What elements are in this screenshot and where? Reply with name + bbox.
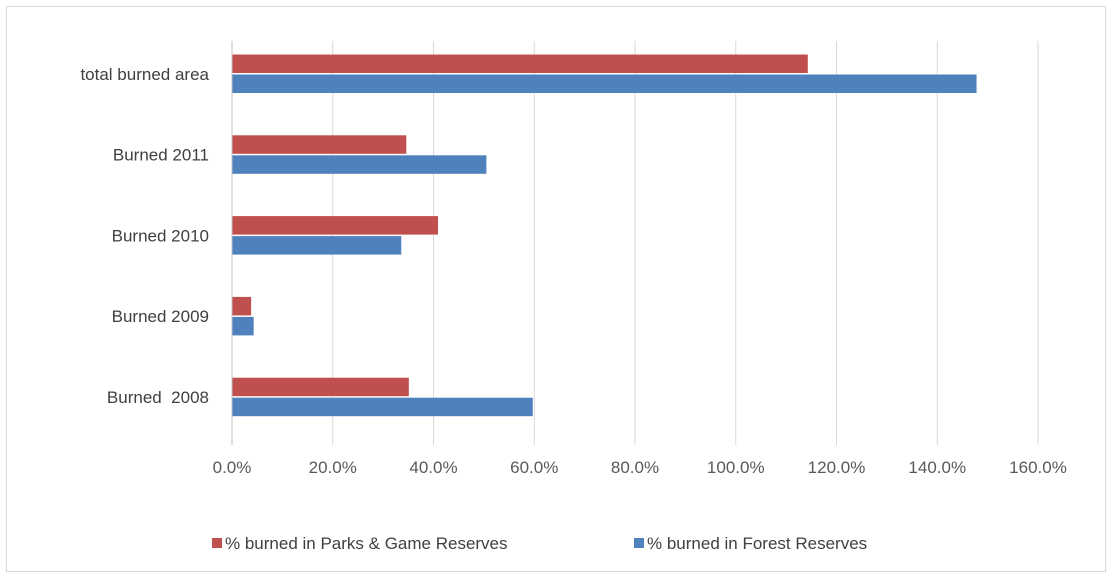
x-tick-label: 20.0% <box>309 458 357 477</box>
legend-label: % burned in Parks & Game Reserves <box>225 534 508 553</box>
legend-label: % burned in Forest Reserves <box>647 534 867 553</box>
legend: % burned in Parks & Game Reserves % burne… <box>212 534 867 553</box>
bar-forest <box>232 155 487 174</box>
category-label: Burned 2010 <box>112 226 209 245</box>
category-labels: total burned area Burned 2011 Burned 2010 B… <box>80 65 209 407</box>
bars <box>232 54 977 417</box>
category-label: Burned 2008 <box>107 388 209 407</box>
bar-forest <box>232 74 977 93</box>
category-label: Burned 2011 <box>113 146 209 165</box>
bar-parks <box>232 135 407 154</box>
legend-swatch <box>634 538 644 548</box>
x-tick-label: 0.0% <box>213 458 252 477</box>
bar-forest <box>232 397 533 417</box>
x-tick-label: 100.0% <box>707 458 765 477</box>
x-tick-label: 140.0% <box>908 458 966 477</box>
x-tick-label: 80.0% <box>611 458 659 477</box>
chart-frame: total burned area Burned 2011 Burned 2010 B… <box>6 6 1106 572</box>
gridlines <box>332 41 1039 445</box>
x-tick-label: 60.0% <box>510 458 558 477</box>
bar-forest <box>232 236 402 255</box>
legend-item: % burned in Forest Reserves <box>634 534 867 553</box>
legend-swatch <box>212 538 222 548</box>
bar-parks <box>232 296 252 316</box>
bar-forest <box>232 316 254 336</box>
bar-chart: total burned area Burned 2011 Burned 2010 B… <box>80 41 1067 553</box>
bar-parks <box>232 216 439 235</box>
x-tick-labels: 0.0% 20.0% 40.0% 60.0% 80.0% 100.0% 120.0% 140.… <box>213 458 1067 477</box>
category-label: total burned area <box>80 65 209 84</box>
bar-parks <box>232 377 409 397</box>
legend-item: % burned in Parks & Game Reserves <box>212 534 508 553</box>
x-tick-label: 40.0% <box>409 458 457 477</box>
bar-parks <box>232 54 808 73</box>
category-label: Burned 2009 <box>112 307 209 326</box>
x-tick-label: 120.0% <box>808 458 866 477</box>
x-tick-label: 160.0% <box>1009 458 1067 477</box>
